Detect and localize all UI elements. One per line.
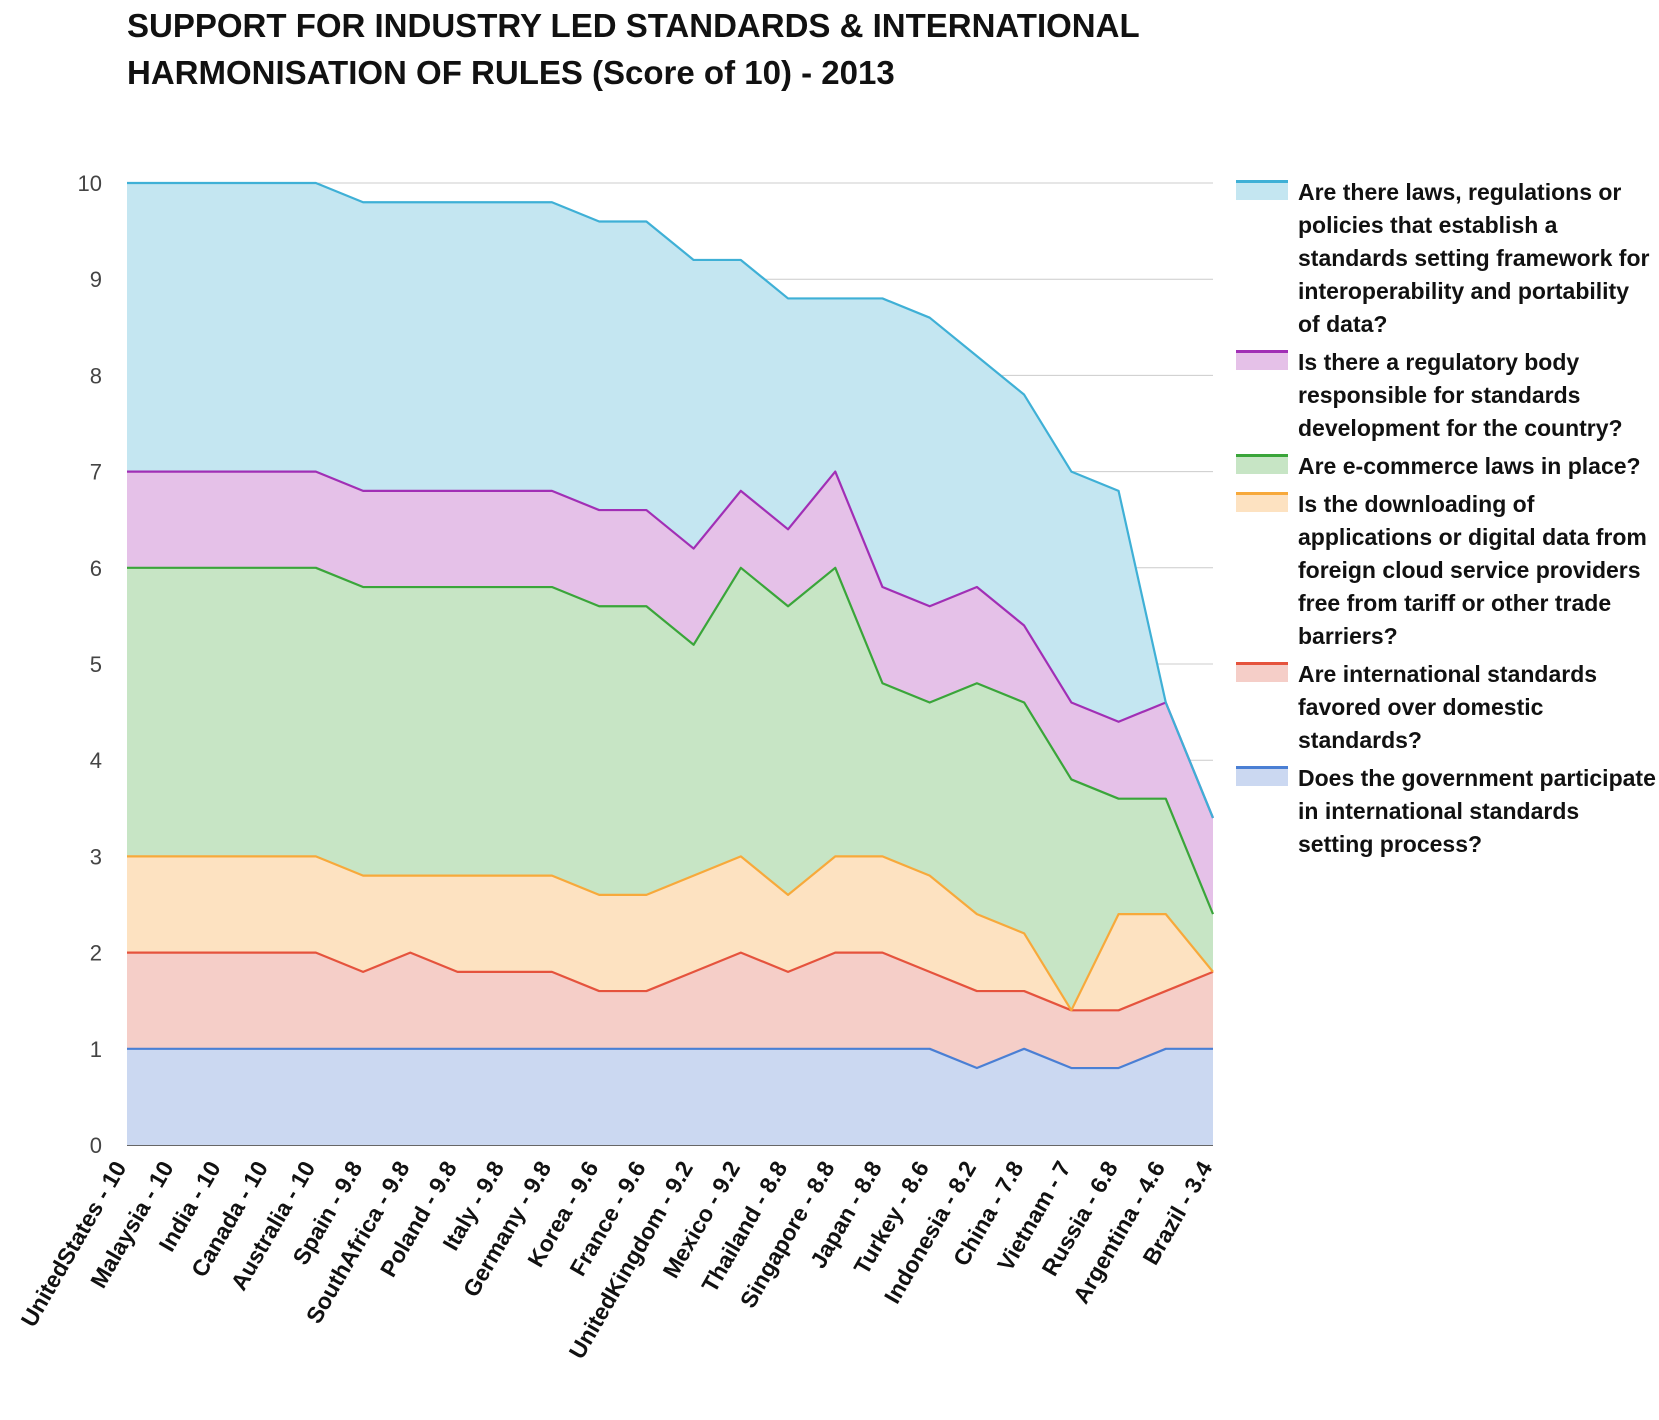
- y-tick-label: 7: [90, 460, 102, 485]
- legend-item: Does the government participate in inter…: [1236, 762, 1656, 861]
- area-series-2: [127, 856, 1213, 1011]
- y-tick-label: 5: [90, 652, 102, 677]
- legend-label: Does the government participate in inter…: [1298, 765, 1656, 857]
- legend-label: Is there a regulatory body responsible f…: [1298, 349, 1623, 441]
- legend-item: Are international standards favored over…: [1236, 658, 1656, 757]
- legend-item: Is there a regulatory body responsible f…: [1236, 346, 1656, 445]
- legend-swatch: [1236, 492, 1288, 512]
- y-tick-label: 0: [90, 1133, 102, 1158]
- y-tick-label: 10: [78, 171, 102, 196]
- line-series-0: [127, 1047, 1213, 1070]
- y-tick-label: 6: [90, 556, 102, 581]
- area-series-0: [127, 1048, 1213, 1145]
- legend-swatch: [1236, 454, 1288, 474]
- y-tick-label: 9: [90, 267, 102, 292]
- legend-item: Are there laws, regulations or policies …: [1236, 176, 1656, 341]
- area-series-4: [127, 471, 1213, 915]
- y-tick-label: 3: [90, 844, 102, 869]
- y-tick-label: 2: [90, 941, 102, 966]
- y-tick-label: 4: [90, 748, 102, 773]
- legend-swatch: [1236, 180, 1288, 200]
- legend-swatch: [1236, 766, 1288, 786]
- legend-swatch: [1236, 662, 1288, 682]
- line-series-4: [127, 470, 1215, 819]
- line-series-2: [127, 855, 1214, 1012]
- legend-item: Are e-commerce laws in place?: [1236, 450, 1656, 483]
- line-series-3: [127, 566, 1215, 915]
- area-series-1: [127, 952, 1213, 1069]
- stacked-areas: [127, 183, 1213, 1145]
- area-series-5: [127, 183, 1213, 818]
- line-series-5: [127, 181, 1215, 819]
- legend-label: Is the downloading of applications or di…: [1298, 491, 1647, 649]
- legend-label: Are e-commerce laws in place?: [1298, 453, 1641, 479]
- legend-swatch: [1236, 350, 1288, 370]
- y-tick-label: 1: [90, 1037, 102, 1062]
- area-series-3: [127, 567, 1213, 1011]
- legend-label: Are there laws, regulations or policies …: [1298, 179, 1650, 337]
- line-series-1: [127, 951, 1214, 1012]
- series-lines: [127, 181, 1215, 1070]
- y-tick-label: 8: [90, 363, 102, 388]
- chart-title: SUPPORT FOR INDUSTRY LED STANDARDS & INT…: [127, 7, 1140, 91]
- legend: Are there laws, regulations or policies …: [1236, 176, 1656, 866]
- legend-label: Are international standards favored over…: [1298, 661, 1598, 753]
- legend-item: Is the downloading of applications or di…: [1236, 488, 1656, 653]
- y-axis-tick-labels: 0 1 2 3 4 5 6 7 8 9 10: [78, 171, 102, 1158]
